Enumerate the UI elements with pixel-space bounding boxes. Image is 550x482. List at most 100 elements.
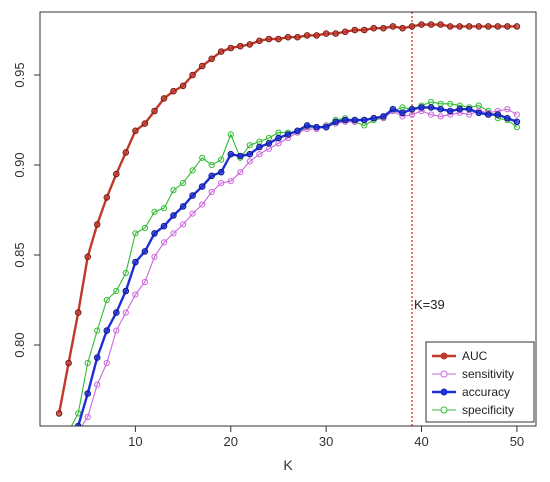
- data-point-AUC: [294, 33, 301, 41]
- data-point-accuracy: [456, 105, 464, 113]
- data-point-sensitivity: [122, 309, 129, 316]
- x-axis-title: K: [283, 457, 293, 473]
- data-point-sensitivity: [504, 106, 511, 113]
- data-point-AUC: [504, 23, 511, 30]
- data-point-specificity: [113, 287, 120, 295]
- data-point-AUC: [113, 170, 120, 178]
- data-point-sensitivity: [227, 178, 234, 185]
- data-point-AUC: [93, 221, 101, 228]
- data-point-sensitivity: [84, 413, 91, 421]
- data-point-sensitivity: [208, 188, 215, 196]
- data-point-sensitivity: [151, 253, 158, 260]
- data-point-AUC: [370, 24, 378, 32]
- data-point-specificity: [170, 187, 177, 194]
- legend-entry-sensitivity: sensitivity: [432, 367, 514, 381]
- data-point-sensitivity: [160, 239, 168, 246]
- data-point-accuracy: [179, 203, 187, 210]
- series-AUC: [55, 21, 521, 417]
- data-point-AUC: [418, 21, 425, 28]
- data-point-specificity: [57, 441, 62, 446]
- data-point-accuracy: [408, 105, 416, 113]
- data-point-AUC: [513, 23, 521, 30]
- data-point-specificity: [132, 230, 139, 237]
- series-accuracy: [66, 104, 521, 447]
- data-point-AUC: [160, 95, 168, 102]
- data-point-accuracy: [198, 183, 206, 190]
- data-point-sensitivity: [94, 381, 101, 388]
- data-point-sensitivity: [180, 221, 187, 228]
- data-point-AUC: [256, 37, 263, 45]
- data-point-AUC: [446, 23, 454, 30]
- legend-label: accuracy: [462, 385, 510, 399]
- data-point-AUC: [103, 194, 111, 201]
- legend-label: sensitivity: [462, 367, 514, 381]
- legend: AUC sensitivity accuracy specificity: [425, 341, 535, 423]
- data-point-specificity: [122, 269, 129, 277]
- data-point-accuracy: [265, 140, 273, 147]
- data-point-specificity: [84, 359, 91, 367]
- data-point-accuracy: [170, 212, 177, 219]
- data-point-specificity: [103, 296, 110, 304]
- data-point-accuracy: [437, 105, 444, 113]
- data-point-accuracy: [389, 105, 397, 113]
- legend-marker: [440, 352, 448, 360]
- data-point-accuracy: [313, 123, 320, 131]
- data-point-sensitivity: [199, 201, 206, 208]
- data-point-AUC: [265, 35, 273, 43]
- data-point-sensitivity: [513, 111, 521, 118]
- data-point-AUC: [380, 24, 387, 32]
- data-point-specificity: [94, 327, 101, 334]
- data-point-accuracy: [66, 441, 72, 447]
- legend-label: AUC: [462, 349, 488, 363]
- axis-ticks: 10 20 30 40 50 0.80 0.85 0.90 0.95: [12, 62, 524, 449]
- data-point-accuracy: [341, 116, 349, 124]
- data-point-accuracy: [217, 168, 225, 176]
- data-point-AUC: [322, 30, 330, 37]
- vline-annotation: K=39: [414, 297, 445, 312]
- data-point-accuracy: [370, 114, 378, 122]
- legend-entries: AUC sensitivity accuracy specificity: [432, 349, 514, 417]
- plot-frame: [39, 11, 537, 427]
- data-point-sensitivity: [57, 450, 62, 455]
- data-point-accuracy: [141, 248, 149, 255]
- data-point-AUC: [427, 21, 435, 28]
- data-point-accuracy: [513, 118, 521, 126]
- data-point-specificity: [447, 100, 454, 107]
- legend-entry-specificity: specificity: [432, 403, 514, 417]
- data-point-sensitivity: [141, 278, 148, 286]
- data-point-specificity: [189, 167, 196, 174]
- data-point-accuracy: [275, 134, 282, 142]
- data-point-AUC: [485, 23, 492, 30]
- data-point-AUC: [456, 23, 464, 30]
- x-tick-label: 20: [224, 434, 238, 449]
- data-point-AUC: [237, 42, 244, 50]
- data-point-AUC: [313, 32, 320, 39]
- data-point-accuracy: [84, 390, 91, 397]
- data-point-accuracy: [427, 104, 435, 111]
- data-point-AUC: [332, 30, 340, 37]
- data-point-AUC: [303, 32, 311, 39]
- y-tick-label: 0.90: [12, 152, 27, 177]
- data-point-accuracy: [504, 114, 511, 122]
- data-point-accuracy: [361, 116, 368, 124]
- data-point-sensitivity: [437, 113, 444, 120]
- x-tick-label: 30: [319, 434, 333, 449]
- data-point-accuracy: [256, 143, 263, 151]
- data-point-specificity: [208, 161, 215, 169]
- data-point-sensitivity: [103, 359, 110, 367]
- data-point-AUC: [475, 23, 483, 30]
- data-point-specificity: [199, 154, 206, 161]
- data-point-accuracy: [380, 113, 387, 120]
- data-point-AUC: [198, 62, 206, 70]
- x-tick-label: 50: [510, 434, 524, 449]
- data-point-accuracy: [227, 150, 235, 158]
- legend-marker: [440, 370, 448, 378]
- data-point-AUC: [84, 253, 91, 261]
- data-point-sensitivity: [113, 327, 120, 334]
- data-point-sensitivity: [218, 179, 225, 187]
- data-point-sensitivity: [428, 111, 435, 118]
- y-tick-label: 0.80: [12, 332, 27, 357]
- data-point-AUC: [122, 149, 130, 156]
- data-point-accuracy: [189, 192, 196, 199]
